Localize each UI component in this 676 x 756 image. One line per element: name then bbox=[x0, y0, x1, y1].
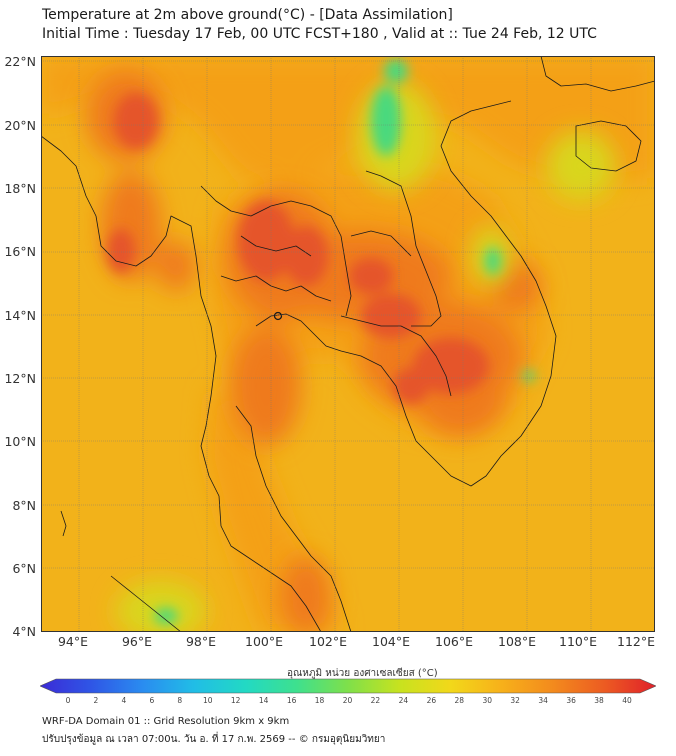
lat-label-6n: 6°N bbox=[12, 561, 36, 576]
colorbar-tick-label: 14 bbox=[258, 696, 269, 705]
lat-label-16n: 16°N bbox=[4, 244, 36, 259]
colorbar-bar bbox=[40, 678, 656, 694]
lat-label-18n: 18°N bbox=[4, 181, 36, 196]
colorbar-tick-label: 16 bbox=[286, 696, 297, 705]
west-coastline bbox=[41, 135, 322, 632]
colorbar-tick-label: 26 bbox=[426, 696, 437, 705]
graticule bbox=[41, 56, 655, 632]
lat-label-12n: 12°N bbox=[4, 371, 36, 386]
colorbar-tick-label: 8 bbox=[177, 696, 183, 705]
colorbar-tick-label: 6 bbox=[149, 696, 155, 705]
colorbar-tick-label: 12 bbox=[230, 696, 241, 705]
hainan-coastline bbox=[575, 120, 642, 172]
colorbar-tick-label: 40 bbox=[622, 696, 632, 705]
map-canvas bbox=[41, 56, 655, 632]
lon-label-104e: 104°E bbox=[371, 634, 411, 649]
cold-area-layer bbox=[154, 59, 535, 624]
lat-label-4n: 4°N bbox=[12, 624, 36, 639]
lon-label-108e: 108°E bbox=[497, 634, 537, 649]
colorbar-tick-label: 30 bbox=[482, 696, 493, 705]
temperature-map bbox=[41, 56, 655, 632]
thai-north-border bbox=[200, 185, 352, 317]
colorbar-tick-label: 28 bbox=[454, 696, 465, 705]
colorbar-tick-label: 0 bbox=[65, 696, 71, 705]
lon-label-106e: 106°E bbox=[434, 634, 474, 649]
colorbar-tick-label: 36 bbox=[566, 696, 576, 705]
chart-subtitle: Initial Time : Tuesday 17 Feb, 00 UTC FC… bbox=[42, 26, 597, 42]
lat-label-10n: 10°N bbox=[4, 434, 36, 449]
lon-label-98e: 98°E bbox=[185, 634, 217, 649]
colorbar-tick-label: 2 bbox=[93, 696, 99, 705]
bangkok-marker bbox=[273, 311, 283, 321]
provincial-line-1 bbox=[220, 275, 332, 302]
colorbar-tick-label: 32 bbox=[510, 696, 520, 705]
colorbar-tick-label: 34 bbox=[538, 696, 548, 705]
colorbar-tick-label: 18 bbox=[314, 696, 325, 705]
lon-label-100e: 100°E bbox=[244, 634, 284, 649]
lon-label-96e: 96°E bbox=[121, 634, 153, 649]
colorbar-tick-label: 4 bbox=[121, 696, 127, 705]
colorbar-title: อุณหภูมิ หน่วย องศาเซลเซียส (°C) bbox=[287, 668, 438, 679]
lat-label-22n: 22°N bbox=[4, 54, 36, 69]
colorbar-tick-label: 24 bbox=[398, 696, 409, 705]
laos-thailand-border bbox=[365, 170, 442, 327]
map-border bbox=[41, 56, 655, 632]
cambodia-border bbox=[340, 315, 452, 397]
sumatra-coastline bbox=[110, 575, 182, 632]
country-borders bbox=[41, 56, 655, 632]
provincial-line-3 bbox=[350, 230, 412, 257]
colorbar-tick-label: 22 bbox=[370, 696, 381, 705]
lon-label-102e: 102°E bbox=[308, 634, 348, 649]
andaman-islands bbox=[60, 510, 67, 537]
lon-label-112e: 112°E bbox=[616, 634, 656, 649]
lon-label-110e: 110°E bbox=[558, 634, 598, 649]
colorbar-tick-label: 38 bbox=[594, 696, 604, 705]
lat-label-14n: 14°N bbox=[4, 308, 36, 323]
hottest-core-layer bbox=[107, 93, 489, 404]
lat-label-20n: 20°N bbox=[4, 118, 36, 133]
chart-title: Temperature at 2m above ground(°C) - [Da… bbox=[42, 7, 453, 23]
east-coastline bbox=[255, 100, 557, 487]
china-coastline bbox=[540, 56, 655, 92]
colorbar bbox=[40, 678, 656, 694]
lon-label-94e: 94°E bbox=[57, 634, 89, 649]
footer-domain-info: WRF-DA Domain 01 :: Grid Resolution 9km … bbox=[42, 716, 290, 727]
lat-label-8n: 8°N bbox=[12, 498, 36, 513]
provincial-line-2 bbox=[240, 235, 312, 257]
colorbar-tick-label: 10 bbox=[202, 696, 213, 705]
footer-update-info: ปรับปรุงข้อมูล ณ เวลา 07:00น. วัน อ. ที่… bbox=[42, 734, 386, 745]
colorbar-tick-label: 20 bbox=[342, 696, 353, 705]
